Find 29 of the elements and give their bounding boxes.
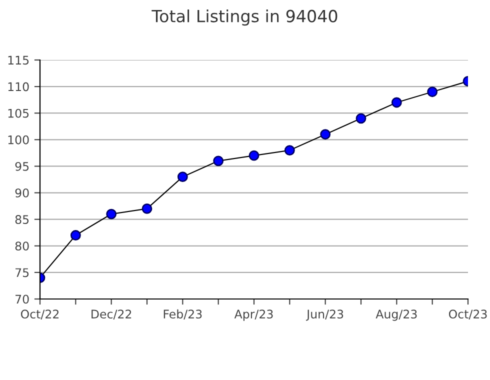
y-tick-label: 75	[16, 268, 29, 278]
point	[106, 208, 117, 220]
x-tick-label: Jun/23	[306, 310, 344, 321]
x-tick-label: Oct/23	[448, 310, 487, 320]
point	[284, 145, 295, 156]
point	[142, 204, 152, 214]
point	[356, 113, 366, 124]
point	[70, 230, 81, 240]
point	[320, 129, 331, 140]
y-tick-label: 80	[15, 242, 29, 251]
x-tick-label: Feb/23	[164, 309, 202, 320]
point	[177, 172, 188, 182]
x-tick-label: Dec/22	[92, 310, 132, 320]
point	[213, 156, 224, 166]
y-tick-label: 85	[15, 215, 29, 224]
y-tick-label: 105	[8, 108, 29, 118]
x-tick-label: Oct/22	[20, 310, 59, 320]
y-tick-label: 100	[8, 135, 29, 144]
y-tick-label: 110	[8, 82, 29, 92]
y-tick-label: 90	[15, 188, 29, 198]
x-tick-label: Aug/23	[376, 310, 417, 321]
chart-title: Total Listings in 94040	[152, 10, 338, 26]
point	[391, 97, 402, 108]
point	[248, 150, 260, 161]
y-tick-label: 115	[8, 56, 29, 65]
x-tick-label: Apr/23	[234, 310, 273, 321]
y-tick-label: 70	[16, 294, 29, 304]
point	[427, 86, 438, 98]
y-tick-label: 95	[15, 162, 29, 171]
